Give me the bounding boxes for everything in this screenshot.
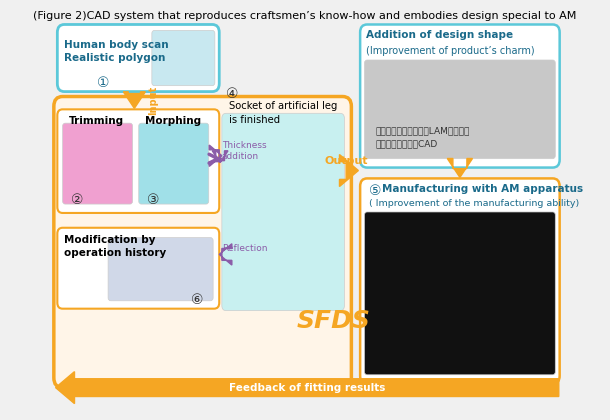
Text: Addition of design shape: Addition of design shape <box>366 30 514 40</box>
Text: Feedback of fitting results: Feedback of fitting results <box>229 383 386 393</box>
Text: Human body scan
Realistic polygon: Human body scan Realistic polygon <box>64 40 169 63</box>
FancyBboxPatch shape <box>222 113 345 311</box>
FancyBboxPatch shape <box>138 123 209 204</box>
FancyBboxPatch shape <box>108 238 213 301</box>
Text: Manufacturing with AM apparatus: Manufacturing with AM apparatus <box>382 184 583 194</box>
Polygon shape <box>56 372 559 404</box>
Text: Socket of artificial leg
is finished: Socket of artificial leg is finished <box>229 102 337 125</box>
Text: ⑥: ⑥ <box>192 293 204 307</box>
Text: (Figure 2)CAD system that reproduces craftsmen’s know-how and embodies design sp: (Figure 2)CAD system that reproduces cra… <box>34 10 576 21</box>
FancyBboxPatch shape <box>360 24 559 168</box>
FancyBboxPatch shape <box>152 30 215 86</box>
Text: SFDS: SFDS <box>296 309 370 333</box>
Text: Input: Input <box>148 86 159 115</box>
Text: Trimming: Trimming <box>69 116 124 126</box>
FancyBboxPatch shape <box>365 60 555 159</box>
Text: Modification by
operation history: Modification by operation history <box>64 235 167 258</box>
FancyBboxPatch shape <box>57 24 219 92</box>
Text: ( Improvement of the manufacturing ability): ( Improvement of the manufacturing abili… <box>369 199 579 208</box>
FancyBboxPatch shape <box>57 109 219 213</box>
Text: Output: Output <box>325 156 368 166</box>
Text: ザインを具现するCAD: ザインを具现するCAD <box>375 139 437 148</box>
Polygon shape <box>219 244 232 265</box>
FancyBboxPatch shape <box>63 123 132 204</box>
Polygon shape <box>340 155 359 186</box>
Text: ②: ② <box>71 193 84 207</box>
FancyBboxPatch shape <box>365 212 555 375</box>
Text: 職人のノウハウを再現LAMらしいデ: 職人のノウハウを再現LAMらしいデ <box>375 126 469 135</box>
Polygon shape <box>123 92 145 108</box>
Polygon shape <box>209 145 222 166</box>
Text: Morphing: Morphing <box>145 116 201 126</box>
Text: (Improvement of product’s charm): (Improvement of product’s charm) <box>366 46 535 56</box>
FancyBboxPatch shape <box>54 97 351 388</box>
Text: ①: ① <box>98 76 110 89</box>
FancyBboxPatch shape <box>57 228 219 309</box>
FancyBboxPatch shape <box>360 178 559 384</box>
Polygon shape <box>447 158 473 177</box>
Text: ⑤: ⑤ <box>369 184 381 198</box>
Text: Reflection: Reflection <box>222 244 267 252</box>
Polygon shape <box>212 151 228 163</box>
Text: ③: ③ <box>148 193 160 207</box>
Text: Thickness
addition: Thickness addition <box>222 141 267 161</box>
Text: ④: ④ <box>226 87 239 102</box>
